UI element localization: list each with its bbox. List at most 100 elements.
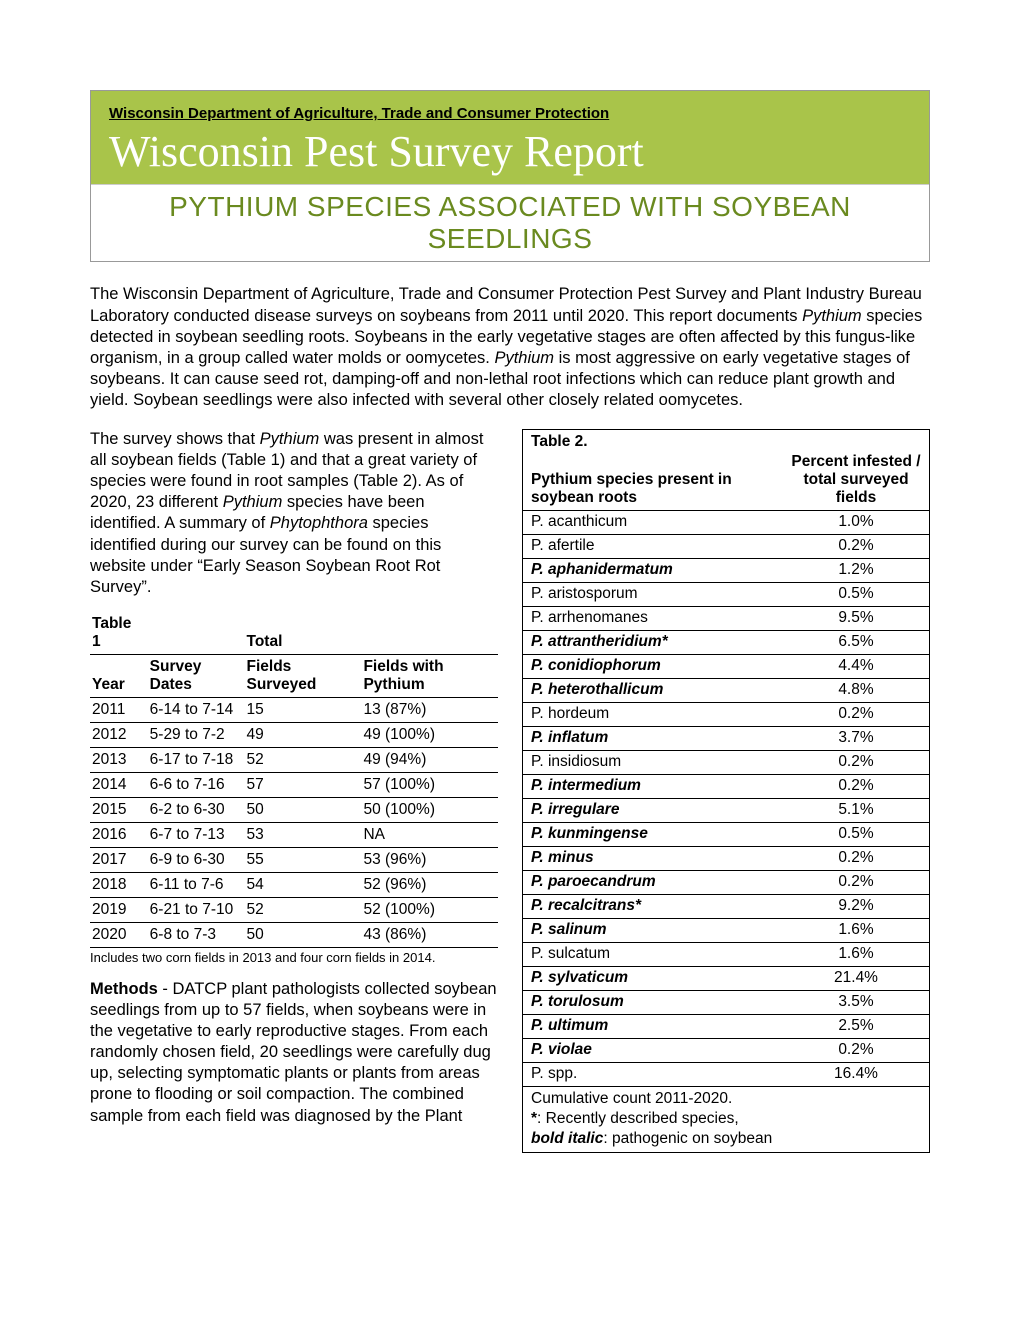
species-cell: P. sulcatum (523, 942, 783, 966)
species-cell: P. intermedium (523, 774, 783, 798)
t1-h: Table 1 (90, 612, 148, 655)
table-row: P. arrhenomanes9.5% (523, 606, 930, 630)
methods-text: - DATCP plant pathologists collected soy… (90, 980, 497, 1125)
species-cell: P. aphanidermatum (523, 558, 783, 582)
table-cell: 6-17 to 7-18 (148, 747, 245, 772)
table-row: P. conidiophorum4.4% (523, 654, 930, 678)
species-cell: P. ultimum (523, 1014, 783, 1038)
table-row: 20166-7 to 7-1353NA (90, 822, 498, 847)
table-row: 20136-17 to 7-185249 (94%) (90, 747, 498, 772)
percent-cell: 1.6% (783, 918, 930, 942)
t1-h: Fields with Pythium (361, 654, 498, 697)
species-cell: P. arrhenomanes (523, 606, 783, 630)
intro-italic-2: Pythium (494, 349, 554, 367)
text: The survey shows that (90, 430, 260, 448)
table-row: 20176-9 to 6-305553 (96%) (90, 847, 498, 872)
t2-header-row: Pythium species present in soybean roots… (523, 451, 930, 511)
species-cell: P. insidiosum (523, 750, 783, 774)
table-row: P. aphanidermatum1.2% (523, 558, 930, 582)
species-cell: P. heterothallicum (523, 678, 783, 702)
table-cell: 6-9 to 6-30 (148, 847, 245, 872)
percent-cell: 5.1% (783, 798, 930, 822)
table-cell: 6-8 to 7-3 (148, 922, 245, 947)
page: Wisconsin Department of Agriculture, Tra… (0, 0, 1020, 1320)
table-row: P. insidiosum0.2% (523, 750, 930, 774)
table-cell: 13 (87%) (361, 697, 498, 722)
table-cell: 57 (100%) (361, 772, 498, 797)
table-row: P. sylvaticum21.4% (523, 966, 930, 990)
percent-cell: 1.6% (783, 942, 930, 966)
intro-paragraph: The Wisconsin Department of Agriculture,… (90, 284, 930, 411)
table-cell: 49 (94%) (361, 747, 498, 772)
percent-cell: 0.2% (783, 702, 930, 726)
t1-h: Year (90, 654, 148, 697)
header-band: Wisconsin Department of Agriculture, Tra… (90, 90, 930, 262)
t2-footer-row: Cumulative count 2011-2020. *: Recently … (523, 1086, 930, 1152)
percent-cell: 1.0% (783, 510, 930, 534)
table-1-header-row-1: Table 1 Survey Dates Total (90, 612, 498, 655)
species-cell: P. minus (523, 846, 783, 870)
table-cell: 2012 (90, 722, 148, 747)
table-cell: 2014 (90, 772, 148, 797)
species-cell: P. acanthicum (523, 510, 783, 534)
table-row: 20125-29 to 7-24949 (100%) (90, 722, 498, 747)
table-row: P. hordeum0.2% (523, 702, 930, 726)
table-row: 20206-8 to 7-35043 (86%) (90, 922, 498, 947)
table-cell: 2018 (90, 872, 148, 897)
percent-cell: 3.5% (783, 990, 930, 1014)
table-1-header-row-2: YearSurvey DatesFields SurveyedFields wi… (90, 654, 498, 697)
foot-line-1: Cumulative count 2011-2020. (531, 1090, 732, 1107)
table-cell: 6-14 to 7-14 (148, 697, 245, 722)
species-cell: P. spp. (523, 1062, 783, 1086)
table-row: 20186-11 to 7-65452 (96%) (90, 872, 498, 897)
table-row: P. intermedium0.2% (523, 774, 930, 798)
table-row: 20156-2 to 6-305050 (100%) (90, 797, 498, 822)
foot-line-3: : pathogenic on soybean (603, 1130, 772, 1147)
table-cell: 52 (96%) (361, 872, 498, 897)
table-cell: 49 (100%) (361, 722, 498, 747)
table-cell: NA (361, 822, 498, 847)
t1-h: Fields Surveyed (245, 654, 362, 697)
table-cell: 50 (245, 922, 362, 947)
percent-cell: 0.2% (783, 774, 930, 798)
table-row: 20196-21 to 7-105252 (100%) (90, 897, 498, 922)
table-row: P. irregulare5.1% (523, 798, 930, 822)
table-row: P. violae0.2% (523, 1038, 930, 1062)
table-row: P. recalcitrans*9.2% (523, 894, 930, 918)
species-cell: P. violae (523, 1038, 783, 1062)
percent-cell: 4.8% (783, 678, 930, 702)
percent-cell: 21.4% (783, 966, 930, 990)
t1-h (361, 612, 498, 655)
italic: Phytophthora (270, 514, 368, 532)
table-cell: 6-2 to 6-30 (148, 797, 245, 822)
percent-cell: 2.5% (783, 1014, 930, 1038)
table-2: Table 2. Pythium species present in soyb… (522, 429, 930, 1153)
table-cell: 15 (245, 697, 362, 722)
table-row: P. minus0.2% (523, 846, 930, 870)
table-cell: 52 (100%) (361, 897, 498, 922)
t1-h: Total (245, 612, 362, 655)
percent-cell: 16.4% (783, 1062, 930, 1086)
table-cell: 53 (96%) (361, 847, 498, 872)
percent-cell: 0.5% (783, 582, 930, 606)
table-row: 20116-14 to 7-141513 (87%) (90, 697, 498, 722)
table-cell: 6-7 to 7-13 (148, 822, 245, 847)
table-cell: 52 (245, 747, 362, 772)
percent-cell: 9.5% (783, 606, 930, 630)
table-cell: 2017 (90, 847, 148, 872)
right-column: Table 2. Pythium species present in soyb… (522, 429, 930, 1153)
table-cell: 6-21 to 7-10 (148, 897, 245, 922)
table-cell: 57 (245, 772, 362, 797)
methods-paragraph: Methods - DATCP plant pathologists colle… (90, 979, 498, 1127)
intro-italic-1: Pythium (802, 307, 862, 325)
percent-cell: 3.7% (783, 726, 930, 750)
species-cell: P. hordeum (523, 702, 783, 726)
table-cell: 2011 (90, 697, 148, 722)
foot-bolditalic: bold italic (531, 1130, 603, 1147)
table-row: P. attrantheridium*6.5% (523, 630, 930, 654)
table-row: P. spp.16.4% (523, 1062, 930, 1086)
species-cell: P. torulosum (523, 990, 783, 1014)
t2-blank (783, 430, 930, 451)
italic: Pythium (260, 430, 320, 448)
t2-h-left: Pythium species present in soybean roots (523, 451, 783, 511)
